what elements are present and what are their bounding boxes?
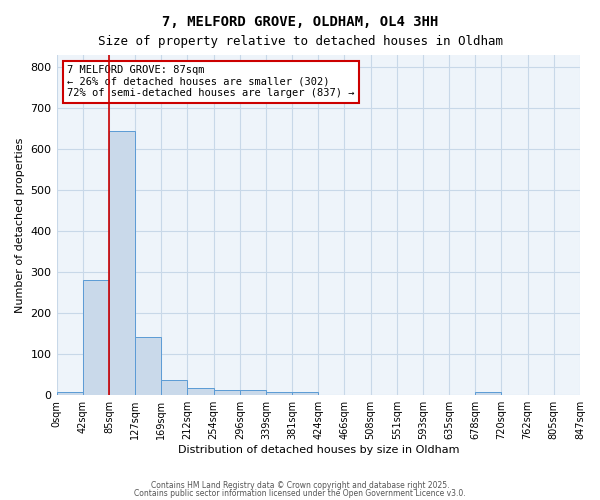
Text: 7, MELFORD GROVE, OLDHAM, OL4 3HH: 7, MELFORD GROVE, OLDHAM, OL4 3HH <box>162 15 438 29</box>
Y-axis label: Number of detached properties: Number of detached properties <box>15 138 25 313</box>
Bar <box>56 392 83 395</box>
Bar <box>292 392 318 395</box>
Bar <box>83 280 109 395</box>
Bar <box>475 392 502 395</box>
Bar <box>161 380 187 395</box>
Bar <box>187 388 214 395</box>
Bar <box>240 390 266 395</box>
Text: Contains public sector information licensed under the Open Government Licence v3: Contains public sector information licen… <box>134 488 466 498</box>
Text: Contains HM Land Registry data © Crown copyright and database right 2025.: Contains HM Land Registry data © Crown c… <box>151 481 449 490</box>
X-axis label: Distribution of detached houses by size in Oldham: Distribution of detached houses by size … <box>178 445 459 455</box>
Bar <box>214 390 240 395</box>
Bar <box>135 337 161 395</box>
Bar <box>266 392 292 395</box>
Text: 7 MELFORD GROVE: 87sqm
← 26% of detached houses are smaller (302)
72% of semi-de: 7 MELFORD GROVE: 87sqm ← 26% of detached… <box>67 65 355 98</box>
Text: Size of property relative to detached houses in Oldham: Size of property relative to detached ho… <box>97 35 503 48</box>
Bar <box>109 131 135 395</box>
